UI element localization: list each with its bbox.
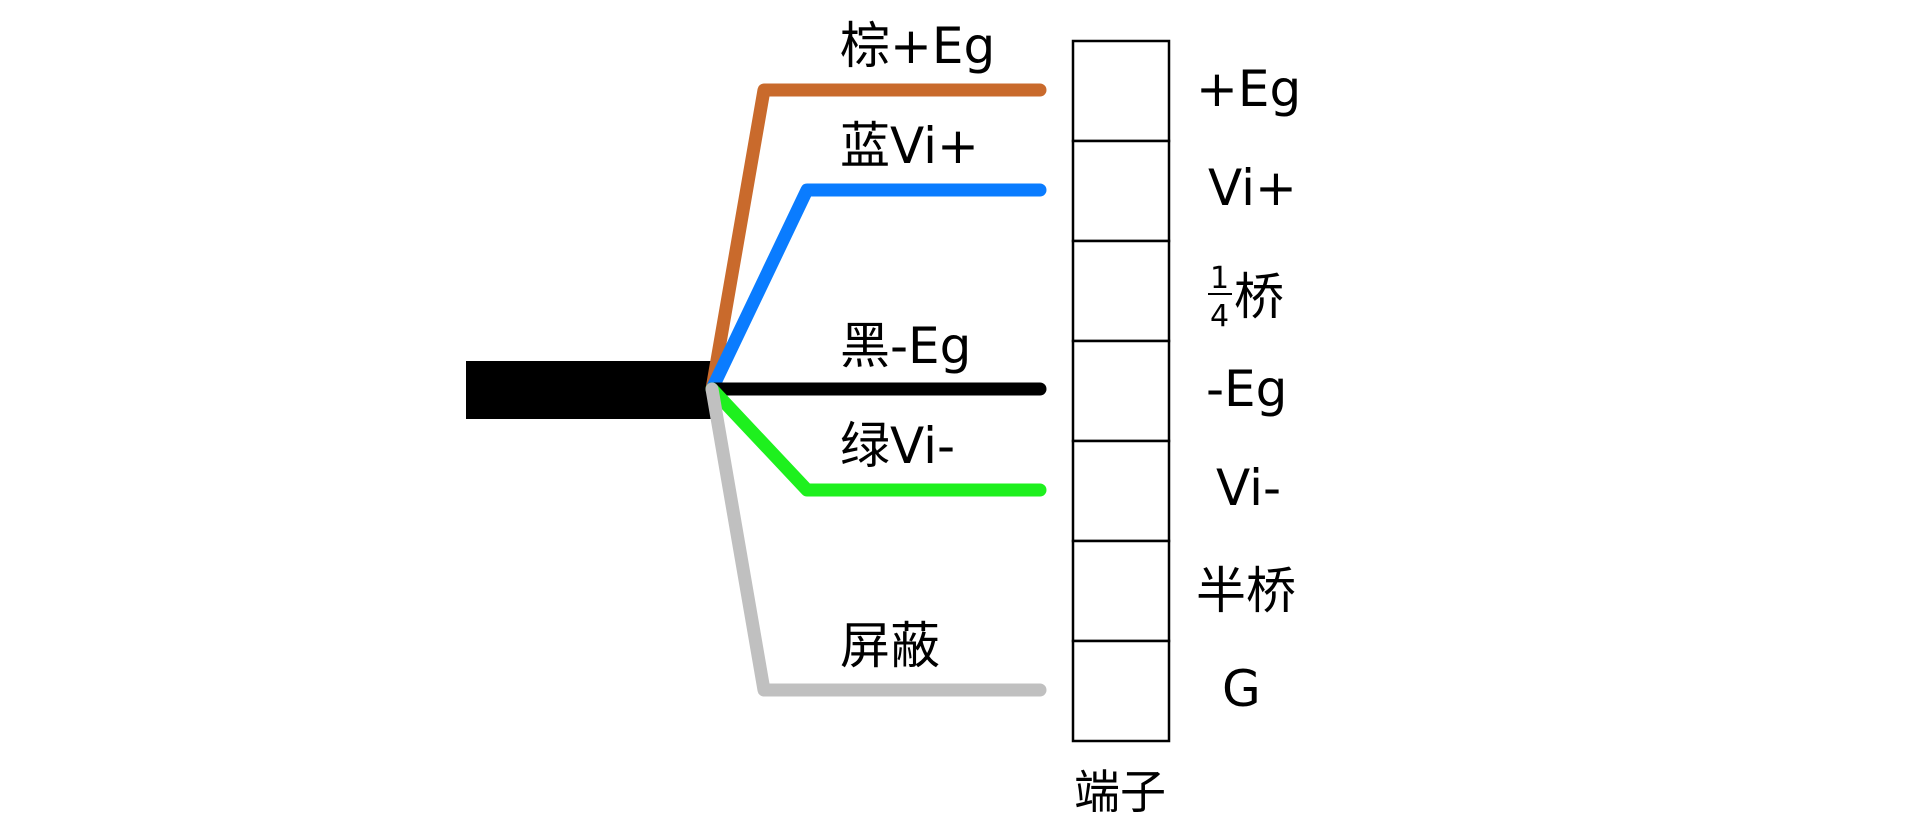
wire-shield (705, 382, 1047, 697)
fraction-denominator: 4 (1210, 299, 1229, 334)
terminal-slot (1071, 39, 1171, 143)
wire-label-black: 黑-Eg (840, 317, 971, 375)
terminal-caption: 端子 (1074, 765, 1166, 813)
wire-brown (705, 83, 1047, 396)
terminal-slot (1071, 439, 1171, 543)
terminal-label-quarter-bridge: 1 4 桥 (1208, 261, 1284, 334)
terminal-block (1071, 39, 1171, 743)
terminal-label-g: G (1222, 660, 1261, 718)
terminal-label-plus-eg: +Eg (1196, 60, 1301, 118)
wire-label-brown: 棕+Eg (840, 17, 995, 75)
wire-label-shield: 屏蔽 (840, 617, 940, 675)
terminal-label-minus-eg: -Eg (1206, 360, 1287, 418)
terminal-label-vi-plus: Vi+ (1208, 159, 1297, 217)
wire-label-blue: 蓝Vi+ (840, 117, 979, 175)
wire-label-green: 绿Vi- (840, 417, 955, 475)
terminal-slot (1071, 339, 1171, 443)
fraction-suffix: 桥 (1234, 268, 1284, 326)
wire-blue (705, 183, 1047, 396)
terminal-slot (1071, 139, 1171, 243)
terminal-label-half-bridge: 半桥 (1196, 562, 1296, 620)
terminal-slot (1071, 639, 1171, 743)
terminal-slot (1071, 539, 1171, 643)
cable-body (466, 361, 712, 419)
terminal-label-vi-minus: Vi- (1216, 459, 1281, 517)
wire-green (705, 382, 1047, 497)
terminal-slot (1071, 239, 1171, 343)
fraction-numerator: 1 (1210, 261, 1229, 296)
